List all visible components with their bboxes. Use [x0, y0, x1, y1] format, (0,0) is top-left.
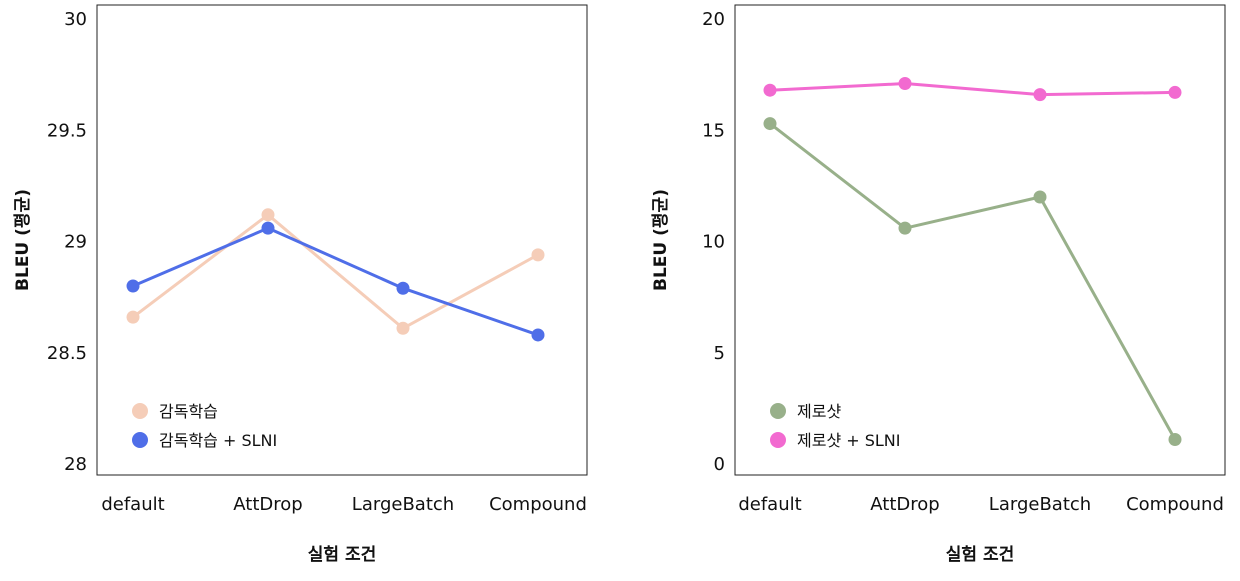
- legend-marker: [770, 403, 786, 419]
- x-tick-label: Compound: [489, 494, 587, 515]
- x-tick-label: AttDrop: [233, 494, 302, 515]
- data-point: [126, 279, 140, 293]
- x-tick-label: default: [738, 494, 801, 515]
- legend-marker: [770, 432, 786, 448]
- y-tick-label: 5: [714, 343, 725, 364]
- legend-label: 감독학습 + SLNI: [159, 431, 277, 450]
- legend-marker: [132, 432, 148, 448]
- legend-label: 제로샷: [797, 402, 841, 421]
- data-point: [126, 310, 140, 324]
- data-point: [1168, 433, 1182, 447]
- y-tick-label: 0: [714, 454, 725, 475]
- data-point: [763, 83, 777, 97]
- data-point: [1033, 190, 1047, 204]
- data-point: [261, 208, 275, 222]
- series-line: [769, 122, 1177, 441]
- y-axis-title: BLEU (평균): [13, 189, 33, 291]
- data-point: [763, 117, 777, 131]
- x-tick-label: AttDrop: [870, 494, 939, 515]
- data-point: [898, 221, 912, 235]
- data-point: [898, 77, 912, 91]
- legend-label: 감독학습: [159, 402, 218, 421]
- x-tick-label: default: [101, 494, 164, 515]
- data-point: [396, 281, 410, 295]
- y-tick-label: 29: [64, 232, 87, 253]
- y-tick-label: 28: [64, 454, 87, 475]
- x-tick-label: Compound: [1126, 494, 1224, 515]
- legend-label: 제로샷 + SLNI: [797, 431, 901, 450]
- y-tick-label: 28.5: [47, 343, 87, 364]
- data-point: [531, 328, 545, 342]
- legend-marker: [132, 403, 148, 419]
- y-tick-label: 15: [702, 120, 725, 141]
- plot-frame: [96, 4, 588, 476]
- data-point: [261, 221, 275, 235]
- x-axis-title: 실험 조건: [946, 544, 1014, 565]
- series-line: [769, 82, 1176, 97]
- y-tick-label: 30: [64, 9, 87, 30]
- y-tick-label: 10: [702, 232, 725, 253]
- y-tick-label: 20: [702, 9, 725, 30]
- x-tick-label: LargeBatch: [352, 494, 454, 515]
- data-point: [1033, 88, 1047, 102]
- y-tick-label: 29.5: [47, 120, 87, 141]
- x-tick-label: LargeBatch: [989, 494, 1091, 515]
- plot-frame: [734, 4, 1226, 476]
- x-axis-title: 실험 조건: [308, 544, 376, 565]
- data-point: [1168, 85, 1182, 99]
- data-point: [396, 321, 410, 335]
- series-line: [132, 213, 539, 330]
- data-point: [531, 248, 545, 262]
- series-line: [132, 226, 539, 337]
- y-axis-title: BLEU (평균): [651, 189, 671, 291]
